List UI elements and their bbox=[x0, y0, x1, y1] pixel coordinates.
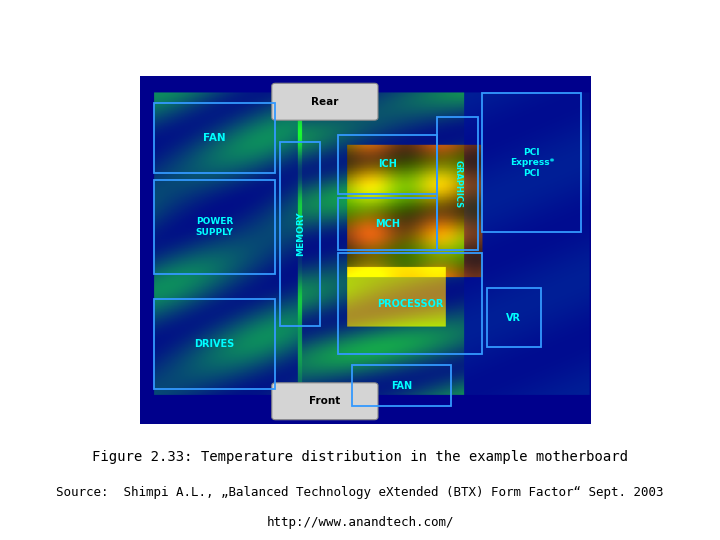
Bar bbox=[352, 364, 451, 407]
Text: GRAPHICS: GRAPHICS bbox=[453, 159, 462, 208]
Text: PCI
Express*
PCI: PCI Express* PCI bbox=[510, 148, 554, 178]
Text: Front: Front bbox=[310, 396, 341, 406]
Text: FAN: FAN bbox=[203, 133, 226, 143]
Text: VR: VR bbox=[506, 313, 521, 323]
Bar bbox=[482, 93, 582, 232]
Bar bbox=[487, 288, 541, 347]
Text: Rear: Rear bbox=[311, 97, 338, 107]
Text: MCH: MCH bbox=[375, 219, 400, 228]
Bar bbox=[438, 117, 478, 249]
Bar bbox=[154, 299, 276, 389]
Bar bbox=[338, 198, 438, 249]
Text: 2. 7. BTX (4): 2. 7. BTX (4) bbox=[253, 25, 467, 53]
FancyBboxPatch shape bbox=[272, 383, 378, 420]
Text: http://www.anandtech.com/: http://www.anandtech.com/ bbox=[266, 516, 454, 530]
Text: Figure 2.33: Temperature distribution in the example motherboard: Figure 2.33: Temperature distribution in… bbox=[92, 450, 628, 464]
Text: Source:  Shimpi A.L., „Balanced Technology eXtended (BTX) Form Factor“ Sept. 200: Source: Shimpi A.L., „Balanced Technolog… bbox=[56, 486, 664, 499]
Text: MEMORY: MEMORY bbox=[296, 212, 305, 256]
Text: PROCESSOR: PROCESSOR bbox=[377, 299, 444, 309]
Bar bbox=[338, 135, 438, 194]
FancyBboxPatch shape bbox=[272, 83, 378, 120]
Bar bbox=[154, 180, 276, 274]
Text: ICH: ICH bbox=[379, 159, 397, 170]
Text: DRIVES: DRIVES bbox=[194, 339, 235, 349]
Bar bbox=[154, 104, 276, 173]
Text: FAN: FAN bbox=[391, 381, 412, 390]
Bar bbox=[280, 142, 320, 326]
Text: POWER
SUPPLY: POWER SUPPLY bbox=[196, 218, 233, 237]
Bar bbox=[338, 253, 482, 354]
